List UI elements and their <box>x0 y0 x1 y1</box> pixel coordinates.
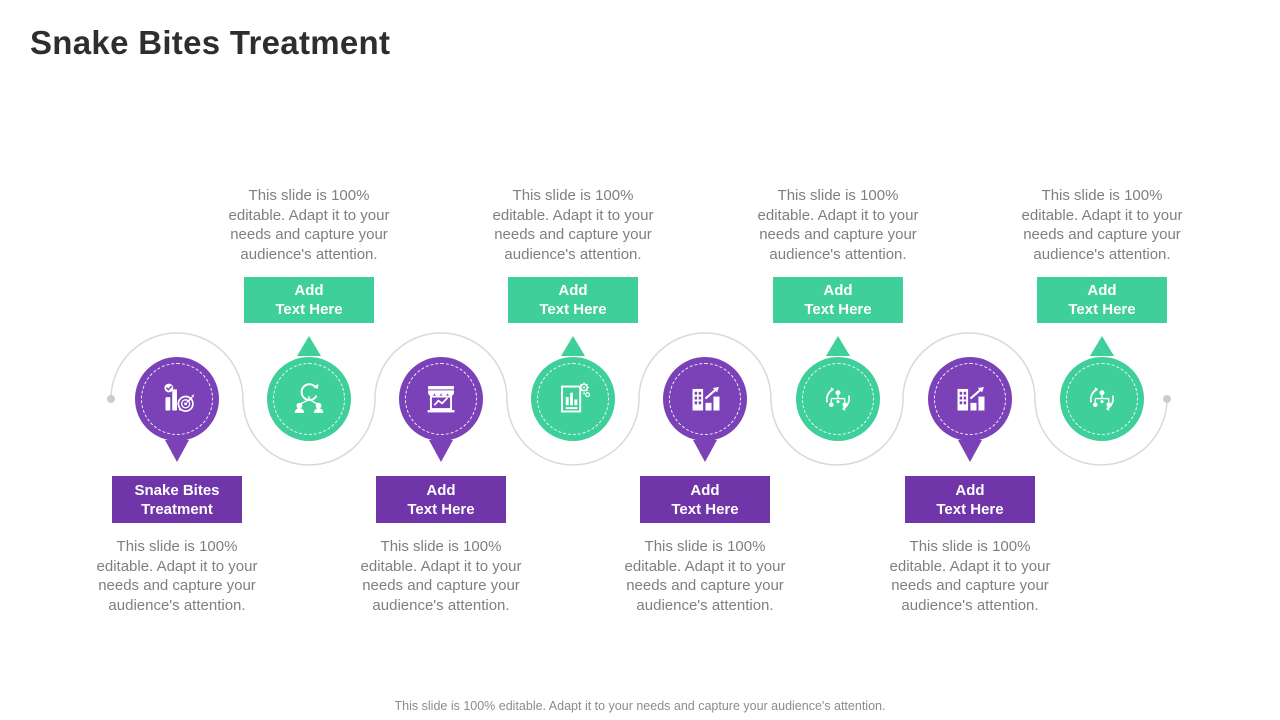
editable-note-bottom-4: This slide is 100% editable. Adapt it to… <box>877 537 1063 615</box>
path-start-dot <box>107 395 115 403</box>
button-label: Add <box>294 282 324 299</box>
button-label: Text Here <box>539 301 607 318</box>
note-line: editable. Adapt it to your <box>228 206 390 224</box>
milestone-node-7[interactable] <box>928 357 1012 441</box>
note-line: needs and capture your <box>759 226 917 243</box>
pointer-down-triangle <box>429 440 453 462</box>
note-line: This slide is 100% <box>644 538 766 555</box>
milestone-node-1[interactable] <box>135 357 219 441</box>
button-label: Text Here <box>275 301 343 318</box>
footer-note: This slide is 100% editable. Adapt it to… <box>394 699 886 713</box>
dashed-ring <box>934 363 1006 435</box>
pointer-down-triangle <box>165 440 189 462</box>
note-line: This slide is 100% <box>380 538 502 555</box>
button-label: Add <box>558 282 588 299</box>
note-line: audience's attention. <box>240 245 378 263</box>
note-line: This slide is 100% <box>777 187 899 204</box>
editable-note-top-3: This slide is 100% editable. Adapt it to… <box>745 186 931 264</box>
note-line: audience's attention. <box>901 596 1039 614</box>
button-label: Add <box>690 481 720 499</box>
pointer-down-triangle <box>958 440 982 462</box>
dashed-ring <box>405 363 477 435</box>
button-label: Add <box>426 481 456 499</box>
pointer-up-triangle <box>826 336 850 356</box>
note-line: audience's attention. <box>769 245 907 263</box>
note-line: This slide is 100% <box>1041 187 1163 204</box>
editable-note-top-4: This slide is 100% editable. Adapt it to… <box>1009 186 1195 264</box>
editable-note-top-1: This slide is 100% editable. Adapt it to… <box>216 186 402 264</box>
note-line: editable. Adapt it to your <box>757 206 919 224</box>
add-text-button-bottom-3[interactable]: Add Text Here <box>640 476 770 523</box>
snake-bites-treatment-button[interactable]: Snake Bites Treatment <box>112 476 242 523</box>
note-line: editable. Adapt it to your <box>1021 206 1183 224</box>
button-label: Text Here <box>671 500 739 518</box>
button-label: Text Here <box>1068 301 1136 318</box>
note-line: needs and capture your <box>230 226 388 243</box>
button-label: Snake Bites <box>134 481 220 499</box>
add-text-button-bottom-2[interactable]: Add Text Here <box>376 476 506 523</box>
pointer-down-triangle <box>693 440 717 462</box>
note-line: This slide is 100% <box>248 187 370 204</box>
note-line: This slide is 100% <box>116 538 238 555</box>
button-label: Text Here <box>936 500 1004 518</box>
note-line: editable. Adapt it to your <box>360 557 522 575</box>
note-line: audience's attention. <box>108 596 246 614</box>
dashed-ring <box>141 363 213 435</box>
milestone-node-2[interactable] <box>267 357 351 441</box>
add-text-button-bottom-4[interactable]: Add Text Here <box>905 476 1035 523</box>
milestone-node-5[interactable] <box>663 357 747 441</box>
pointer-up-triangle <box>561 336 585 356</box>
note-line: editable. Adapt it to your <box>889 557 1051 575</box>
note-line: needs and capture your <box>1023 226 1181 243</box>
milestone-node-6[interactable] <box>796 357 880 441</box>
button-label: Add <box>1087 282 1117 299</box>
pointer-up-triangle <box>1090 336 1114 356</box>
editable-note-bottom-1: This slide is 100% editable. Adapt it to… <box>84 537 270 615</box>
editable-note-bottom-3: This slide is 100% editable. Adapt it to… <box>612 537 798 615</box>
dashed-ring <box>802 363 874 435</box>
milestone-node-8[interactable] <box>1060 357 1144 441</box>
button-label: Add <box>823 282 853 299</box>
add-text-button-top-1[interactable]: Add Text Here <box>244 277 374 323</box>
add-text-button-top-4[interactable]: Add Text Here <box>1037 277 1167 323</box>
slide-title: Snake Bites Treatment <box>30 24 391 61</box>
dashed-ring <box>669 363 741 435</box>
note-line: This slide is 100% <box>512 187 634 204</box>
add-text-button-top-2[interactable]: Add Text Here <box>508 277 638 323</box>
editable-note-bottom-2: This slide is 100% editable. Adapt it to… <box>348 537 534 615</box>
note-line: needs and capture your <box>494 226 652 243</box>
button-label: Add <box>955 481 985 499</box>
note-line: needs and capture your <box>891 577 1049 594</box>
note-line: audience's attention. <box>1033 245 1171 263</box>
editable-note-top-2: This slide is 100% editable. Adapt it to… <box>480 186 666 264</box>
note-line: needs and capture your <box>362 577 520 594</box>
note-line: This slide is 100% <box>909 538 1031 555</box>
note-line: needs and capture your <box>626 577 784 594</box>
button-label: Treatment <box>141 500 213 518</box>
note-line: audience's attention. <box>636 596 774 614</box>
note-line: audience's attention. <box>372 596 510 614</box>
milestone-node-3[interactable] <box>399 357 483 441</box>
dashed-ring <box>273 363 345 435</box>
note-line: needs and capture your <box>98 577 256 594</box>
timeline-path <box>107 332 1171 466</box>
note-line: editable. Adapt it to your <box>624 557 786 575</box>
button-label: Text Here <box>407 500 475 518</box>
add-text-button-top-3[interactable]: Add Text Here <box>773 277 903 323</box>
button-label: Text Here <box>804 301 872 318</box>
note-line: audience's attention. <box>504 245 642 263</box>
dashed-ring <box>1066 363 1138 435</box>
milestone-node-4[interactable] <box>531 357 615 441</box>
path-end-dot <box>1163 395 1171 403</box>
note-line: editable. Adapt it to your <box>492 206 654 224</box>
note-line: editable. Adapt it to your <box>96 557 258 575</box>
pointer-up-triangle <box>297 336 321 356</box>
dashed-ring <box>537 363 609 435</box>
